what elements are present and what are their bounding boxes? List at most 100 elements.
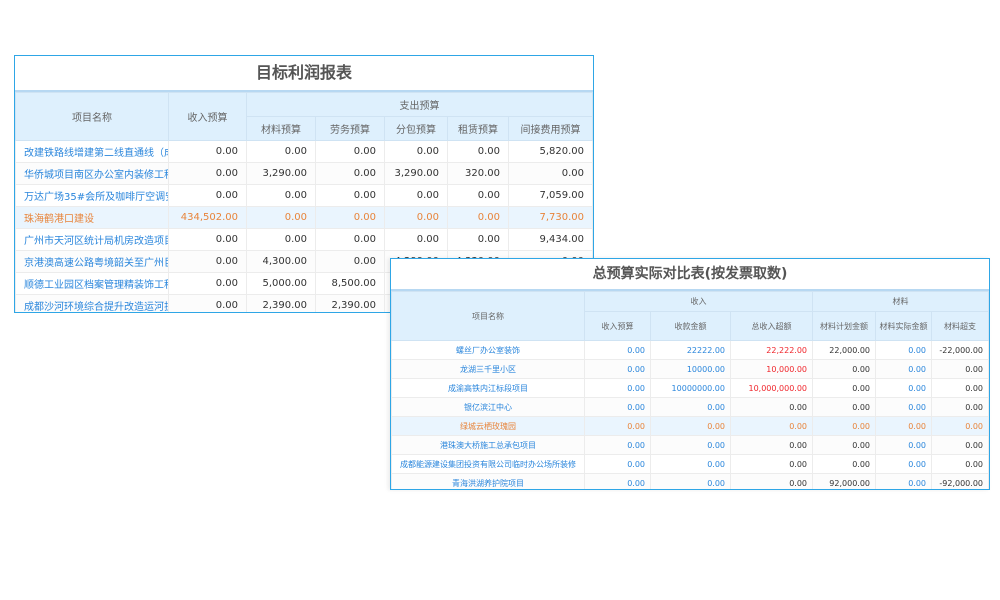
cell-value: 0.00 <box>315 140 385 163</box>
cell-value: 0.00 <box>931 416 989 436</box>
project-name-link[interactable]: 华侨城项目南区办公室内装修工程 <box>15 162 169 185</box>
cell-value: 0.00 <box>931 454 989 474</box>
cell-value: 0.00 <box>447 184 509 207</box>
cell-value[interactable]: 0.00 <box>875 397 933 417</box>
table-row[interactable]: 万达广场35#会所及咖啡厅空调安 0.00 0.00 0.00 0.00 0.00 7,05… <box>15 184 593 207</box>
cell-value: 5,000.00 <box>246 272 316 295</box>
project-name-link[interactable]: 螺丝厂办公室装饰 <box>391 340 585 360</box>
cell-value: 2,390.00 <box>315 294 385 312</box>
cell-value[interactable]: 22222.00 <box>650 340 731 360</box>
table-row[interactable]: 珠海鹤港口建设 434,502.00 0.00 0.00 0.00 0.00 7,730.0… <box>15 206 593 229</box>
cell-value: 434,502.00 <box>168 206 247 229</box>
table-row[interactable]: 成渝高铁内江标段项目 0.00 10000000.00 10,000,000.00 0.… <box>391 378 989 398</box>
cell-value: 0.00 <box>508 162 593 185</box>
cell-value: 0.00 <box>812 435 877 455</box>
cell-value: 0.00 <box>812 397 877 417</box>
cell-value: 0.00 <box>246 228 316 251</box>
cell-value: 4,300.00 <box>246 250 316 273</box>
cell-value: 0.00 <box>931 397 989 417</box>
cell-value: 0.00 <box>168 140 247 163</box>
cell-value: 0.00 <box>168 294 247 312</box>
table-row[interactable]: 绿城云栖玫瑰园 0.00 0.00 0.00 0.00 0.00 0.00 <box>391 416 989 436</box>
cell-value[interactable]: 0.00 <box>650 435 731 455</box>
cell-value: 0.00 <box>729 416 814 436</box>
col-material-plan: 材料计划金额 <box>812 311 877 341</box>
cell-value[interactable]: 0.00 <box>875 416 933 436</box>
project-name-link[interactable]: 顺德工业园区档案管理精装饰工程 <box>15 272 169 295</box>
project-name-link[interactable]: 成都沙河环境综合提升改造运河护 <box>15 294 169 312</box>
table-row[interactable]: 改建铁路线增建第二线直通线（成 0.00 0.00 0.00 0.00 0.00 5,820… <box>15 140 593 163</box>
project-name-link[interactable]: 成渝高铁内江标段项目 <box>391 378 585 398</box>
project-name-link[interactable]: 绿城云栖玫瑰园 <box>391 416 585 436</box>
col-group-material: 材料 <box>812 291 989 312</box>
cell-value: 0.00 <box>584 416 651 436</box>
project-name-link[interactable]: 青海洪湖养护院项目 <box>391 473 585 489</box>
project-name-link[interactable]: 京港澳高速公路粤境韶关至广州巨 <box>15 250 169 273</box>
profit-report-panel: 目标利润报表 项目名称 收入预算 支出预算 材料预算 劳务预算 分包预算 租赁预… <box>14 55 594 313</box>
cell-value: 0.00 <box>168 272 247 295</box>
profit-report-title: 目标利润报表 <box>15 56 593 92</box>
cell-value: 2,390.00 <box>246 294 316 312</box>
cell-value: 0.00 <box>584 378 651 398</box>
cell-value: 7,730.00 <box>508 206 593 229</box>
table-row[interactable]: 银亿滨江中心 0.00 0.00 0.00 0.00 0.00 0.00 <box>391 397 989 417</box>
project-name-link[interactable]: 龙湖三千里小区 <box>391 359 585 379</box>
col-income-budget: 收入预算 <box>168 92 247 141</box>
project-name-link[interactable]: 改建铁路线增建第二线直通线（成 <box>15 140 169 163</box>
cell-value: 92,000.00 <box>812 473 877 489</box>
cell-value: 0.00 <box>168 250 247 273</box>
cell-value: -22,000.00 <box>931 340 989 360</box>
cell-value[interactable]: 0.00 <box>875 454 933 474</box>
cell-value: 10,000.00 <box>729 359 814 379</box>
cell-value: 0.00 <box>384 140 448 163</box>
table-row[interactable]: 广州市天河区统计局机房改造项目 0.00 0.00 0.00 0.00 0.00 9,434… <box>15 228 593 251</box>
table-row[interactable]: 成都能源建设集团投资有限公司临时办公场所装修 0.00 0.00 0.00 0.00 0.… <box>391 454 989 474</box>
cell-value: 9,434.00 <box>508 228 593 251</box>
cell-value: 0.00 <box>812 378 877 398</box>
col-income-excess: 总收入超额 <box>729 311 814 341</box>
cell-value[interactable]: 0.00 <box>650 397 731 417</box>
budget-compare-title: 总预算实际对比表(按发票取数) <box>391 259 989 291</box>
table-row[interactable]: 螺丝厂办公室装饰 0.00 22222.00 22,222.00 22,000.00 0.… <box>391 340 989 360</box>
cell-value[interactable]: 0.00 <box>875 473 933 489</box>
table-row[interactable]: 华侨城项目南区办公室内装修工程 0.00 3,290.00 0.00 3,290.00 3… <box>15 162 593 185</box>
cell-value[interactable]: 0.00 <box>875 378 933 398</box>
cell-value[interactable]: 0.00 <box>650 454 731 474</box>
cell-value: 7,059.00 <box>508 184 593 207</box>
project-name-link[interactable]: 广州市天河区统计局机房改造项目 <box>15 228 169 251</box>
col-project-name: 项目名称 <box>15 92 169 141</box>
cell-value[interactable]: 0.00 <box>875 435 933 455</box>
budget-compare-panel: 总预算实际对比表(按发票取数) 项目名称 收入 材料 收入预算 收款金额 总收入… <box>390 258 990 490</box>
table-row[interactable]: 青海洪湖养护院项目 0.00 0.00 0.00 92,000.00 0.00 -92,00… <box>391 473 989 489</box>
cell-value: 5,820.00 <box>508 140 593 163</box>
cell-value[interactable]: 10000.00 <box>650 359 731 379</box>
cell-value: 0.00 <box>447 140 509 163</box>
budget-compare-table: 项目名称 收入 材料 收入预算 收款金额 总收入超额 材料计划金额 材料实际金额… <box>391 291 989 489</box>
project-name-link[interactable]: 珠海鹤港口建设 <box>15 206 169 229</box>
project-name-link[interactable]: 银亿滨江中心 <box>391 397 585 417</box>
col-group-expense: 支出预算 <box>246 92 593 117</box>
cell-value: 0.00 <box>168 228 247 251</box>
cell-value: 0.00 <box>729 435 814 455</box>
cell-value: 0.00 <box>931 435 989 455</box>
cell-value: 0.00 <box>246 184 316 207</box>
cell-value: 0.00 <box>931 378 989 398</box>
project-name-link[interactable]: 成都能源建设集团投资有限公司临时办公场所装修 <box>391 454 585 474</box>
cell-value: 0.00 <box>315 162 385 185</box>
table-row[interactable]: 港珠澳大桥施工总承包项目 0.00 0.00 0.00 0.00 0.00 0.00 <box>391 435 989 455</box>
cell-value[interactable]: 0.00 <box>650 473 731 489</box>
cell-value: 0.00 <box>584 340 651 360</box>
cell-value[interactable]: 10000000.00 <box>650 378 731 398</box>
cell-value[interactable]: 0.00 <box>875 359 933 379</box>
project-name-link[interactable]: 万达广场35#会所及咖啡厅空调安 <box>15 184 169 207</box>
cell-value: 0.00 <box>584 397 651 417</box>
cell-value: 0.00 <box>168 184 247 207</box>
project-name-link[interactable]: 港珠澳大桥施工总承包项目 <box>391 435 585 455</box>
table-row[interactable]: 龙湖三千里小区 0.00 10000.00 10,000.00 0.00 0.00 0.00 <box>391 359 989 379</box>
col-indirect: 间接费用预算 <box>508 116 593 141</box>
cell-value[interactable]: 0.00 <box>875 340 933 360</box>
col-project-name: 项目名称 <box>391 291 585 341</box>
cell-value: 0.00 <box>447 228 509 251</box>
cell-value: 3,290.00 <box>384 162 448 185</box>
cell-value[interactable]: 0.00 <box>650 416 731 436</box>
